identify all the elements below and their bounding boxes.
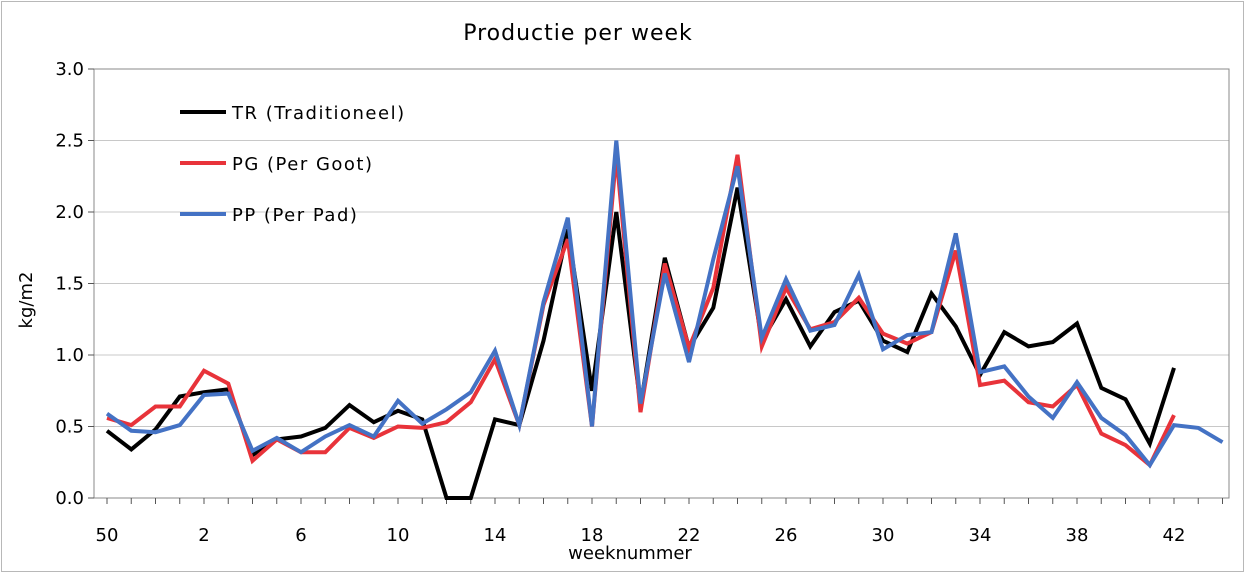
x-axis: 50 2 6 10 14 18 22 26 30 34 38 42 [96, 498, 1223, 546]
x-tick-label: 34 [969, 525, 992, 546]
x-tick-label: 50 [96, 525, 119, 546]
x-tick-label: 30 [872, 525, 895, 546]
y-axis: 0.0 0.5 1.0 1.5 2.0 2.5 3.0 [55, 59, 94, 509]
series-lines [105, 140, 1224, 500]
x-tick-label: 38 [1066, 525, 1089, 546]
x-tick-label: 6 [295, 525, 306, 546]
x-tick-label: 42 [1163, 525, 1186, 546]
x-axis-label: weeknummer [568, 543, 692, 564]
y-tick-label: 3.0 [55, 59, 84, 80]
legend-label-2: PP (Per Pad) [232, 205, 358, 226]
y-tick-label: 0.5 [55, 417, 84, 438]
y-tick-label: 0.0 [55, 488, 84, 509]
series-line-2 [105, 140, 1224, 469]
x-tick-label: 22 [678, 525, 701, 546]
y-tick-label: 2.0 [55, 202, 84, 223]
legend: TR (Traditioneel) PG (Per Goot) PP (Per Pa… [180, 103, 406, 226]
x-tick-label: 14 [484, 525, 507, 546]
x-tick-label: 2 [198, 525, 209, 546]
legend-label-0: TR (Traditioneel) [231, 103, 406, 124]
y-tick-label: 1.0 [55, 345, 84, 366]
chart-title: Productie per week [463, 21, 693, 46]
y-tick-label: 1.5 [55, 274, 84, 295]
x-tick-label: 26 [775, 525, 798, 546]
x-tick-label: 10 [387, 525, 410, 546]
x-tick-label: 18 [581, 525, 604, 546]
y-axis-label: kg/m2 [16, 272, 37, 329]
y-tick-label: 2.5 [55, 131, 84, 152]
legend-label-1: PG (Per Goot) [232, 154, 374, 175]
